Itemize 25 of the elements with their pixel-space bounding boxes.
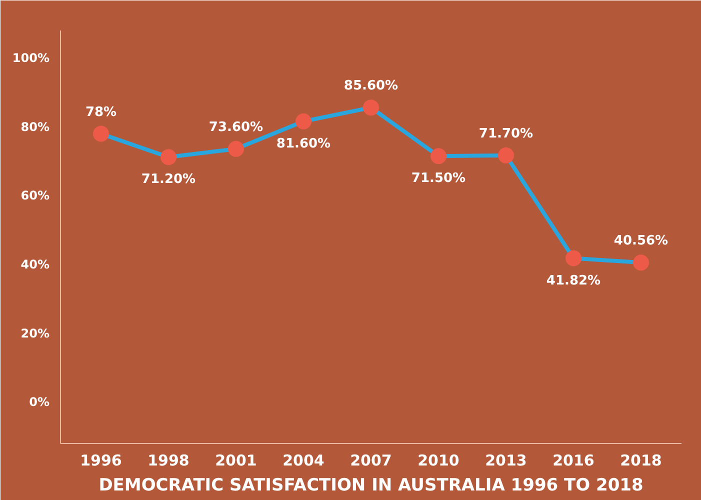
text: 71.50% (411, 171, 466, 186)
text: 73.60% (208, 120, 264, 135)
y-tick-label: 40% (20, 258, 50, 272)
x-tick-label: 2010 (418, 452, 460, 470)
y-tick-label: 80% (20, 120, 50, 134)
y-tick-label: 0% (29, 395, 50, 410)
x-tick-label: 2001 (215, 452, 257, 470)
text: 85.60% (344, 78, 398, 94)
text: 71.20% (141, 172, 196, 188)
x-tick-label: 2013 (485, 452, 527, 470)
y-tick-label: 60% (20, 188, 50, 203)
x-tick-label: 2016 (552, 452, 594, 470)
text: 78% (85, 104, 117, 120)
text: 71.70% (478, 126, 534, 142)
x-tick-label: 2007 (350, 452, 392, 470)
x-tick-label: 1998 (148, 452, 190, 470)
text: 41.82% (546, 273, 601, 288)
text: 40.56% (614, 234, 668, 249)
x-tick-label: 1996 (80, 452, 122, 470)
x-tick-label: 2018 (620, 452, 662, 470)
x-tick-label: 2004 (282, 452, 324, 470)
text: DEMOCRATIC SATISFACTION IN AUSTRALIA 1996 TO 2018 (98, 476, 644, 496)
y-tick-label: 20% (20, 326, 50, 340)
text: 81.60% (276, 136, 331, 152)
y-tick-label: 100% (12, 51, 50, 66)
